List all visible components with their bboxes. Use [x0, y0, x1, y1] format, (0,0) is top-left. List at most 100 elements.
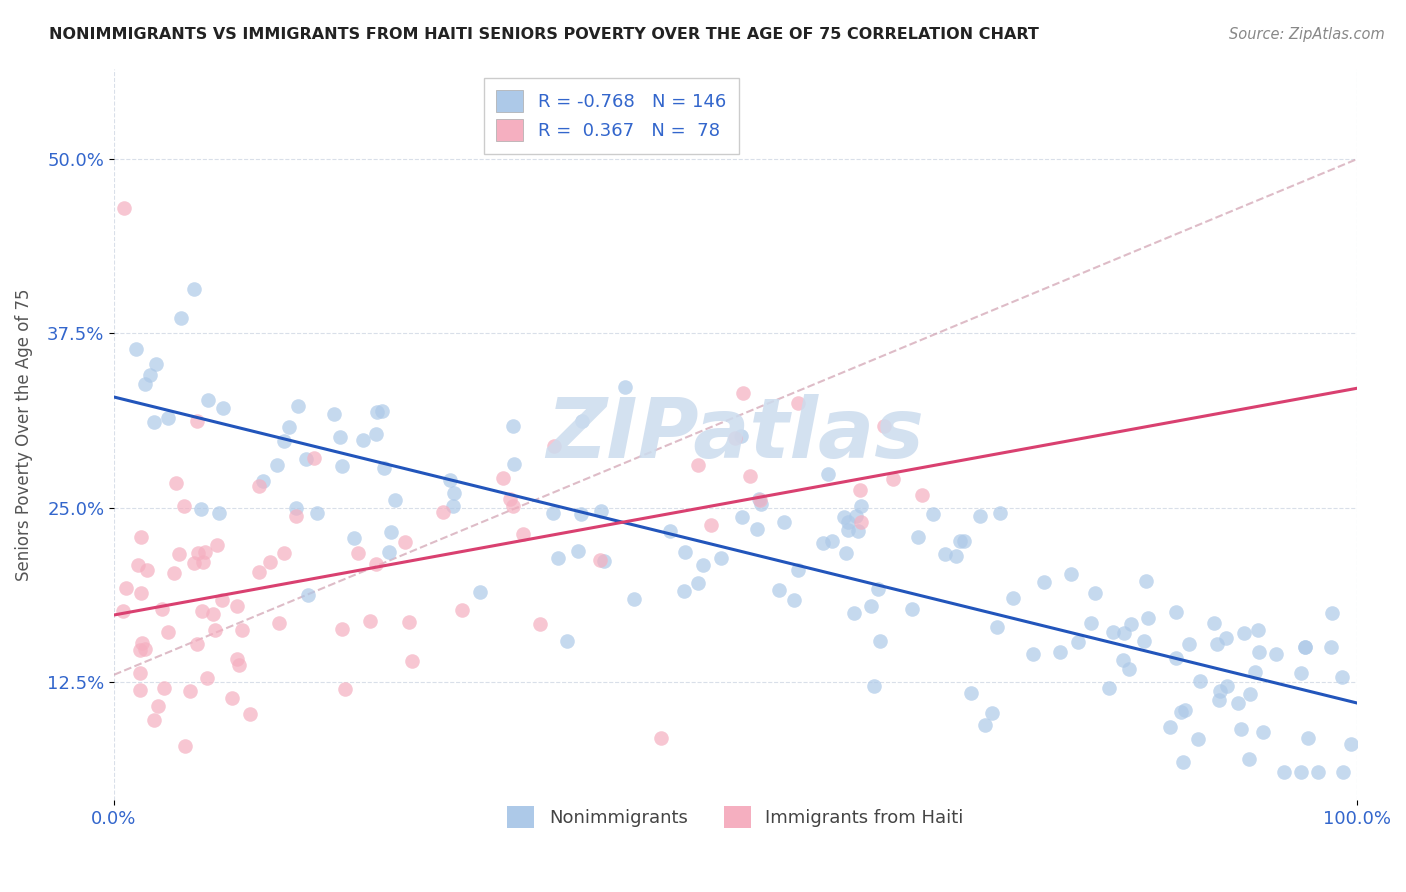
Point	[111, 604, 134, 618]
Point	[555, 633, 578, 648]
Point	[1253, 725, 1275, 739]
Point	[273, 546, 295, 560]
Point	[128, 643, 150, 657]
Point	[749, 493, 772, 508]
Point	[948, 534, 970, 549]
Point	[863, 679, 886, 693]
Point	[1112, 653, 1135, 667]
Point	[849, 499, 872, 513]
Point	[688, 458, 710, 473]
Point	[150, 602, 173, 616]
Point	[163, 566, 186, 580]
Point	[1320, 607, 1343, 621]
Point	[1084, 586, 1107, 600]
Point	[1340, 737, 1362, 751]
Point	[451, 603, 474, 617]
Point	[1187, 731, 1209, 746]
Point	[499, 492, 522, 507]
Point	[277, 420, 299, 434]
Point	[266, 458, 288, 472]
Point	[567, 544, 589, 558]
Point	[592, 553, 614, 567]
Point	[751, 497, 773, 511]
Point	[860, 599, 883, 613]
Point	[127, 558, 149, 573]
Point	[183, 556, 205, 570]
Point	[302, 450, 325, 465]
Point	[134, 377, 156, 392]
Point	[589, 553, 612, 567]
Point	[146, 698, 169, 713]
Point	[347, 546, 370, 560]
Point	[1294, 640, 1316, 654]
Point	[287, 400, 309, 414]
Point	[1208, 683, 1230, 698]
Point	[432, 505, 454, 519]
Point	[623, 592, 645, 607]
Point	[866, 582, 889, 596]
Point	[980, 706, 1002, 720]
Text: NONIMMIGRANTS VS IMMIGRANTS FROM HAITI SENIORS POVERTY OVER THE AGE OF 75 CORREL: NONIMMIGRANTS VS IMMIGRANTS FROM HAITI S…	[49, 27, 1039, 42]
Point	[907, 530, 929, 544]
Point	[1080, 615, 1102, 630]
Point	[366, 427, 388, 442]
Point	[384, 492, 406, 507]
Point	[1249, 645, 1271, 659]
Point	[295, 452, 318, 467]
Point	[129, 530, 152, 544]
Point	[945, 549, 967, 564]
Point	[1208, 693, 1230, 707]
Point	[934, 547, 956, 561]
Point	[832, 509, 855, 524]
Point	[284, 509, 307, 524]
Point	[1159, 720, 1181, 734]
Legend: Nonimmigrants, Immigrants from Haiti: Nonimmigrants, Immigrants from Haiti	[501, 798, 972, 835]
Point	[817, 467, 839, 482]
Point	[1189, 674, 1212, 689]
Point	[699, 518, 721, 533]
Point	[380, 525, 402, 540]
Point	[747, 522, 769, 536]
Point	[541, 506, 564, 520]
Point	[330, 622, 353, 636]
Point	[1164, 651, 1187, 665]
Point	[837, 516, 859, 530]
Point	[208, 506, 231, 520]
Point	[686, 576, 709, 591]
Point	[247, 479, 270, 493]
Point	[194, 545, 217, 559]
Point	[1226, 696, 1249, 710]
Point	[186, 637, 208, 651]
Point	[1135, 574, 1157, 589]
Point	[398, 615, 420, 629]
Point	[543, 440, 565, 454]
Text: ZIPatlas: ZIPatlas	[547, 394, 924, 475]
Point	[1066, 635, 1088, 649]
Point	[990, 506, 1012, 520]
Point	[1205, 637, 1227, 651]
Point	[921, 508, 943, 522]
Point	[174, 739, 197, 754]
Point	[1133, 633, 1156, 648]
Point	[142, 416, 165, 430]
Point	[1331, 670, 1354, 684]
Point	[973, 718, 995, 732]
Point	[1022, 647, 1045, 661]
Point	[673, 545, 696, 559]
Point	[837, 523, 859, 537]
Point	[1247, 624, 1270, 638]
Point	[730, 429, 752, 443]
Point	[197, 392, 219, 407]
Point	[846, 524, 869, 538]
Point	[1294, 640, 1316, 655]
Point	[569, 507, 592, 521]
Point	[373, 460, 395, 475]
Point	[343, 531, 366, 545]
Point	[187, 546, 209, 560]
Point	[786, 396, 808, 410]
Point	[183, 282, 205, 296]
Point	[125, 342, 148, 356]
Point	[1239, 752, 1261, 766]
Point	[529, 617, 551, 632]
Point	[221, 691, 243, 706]
